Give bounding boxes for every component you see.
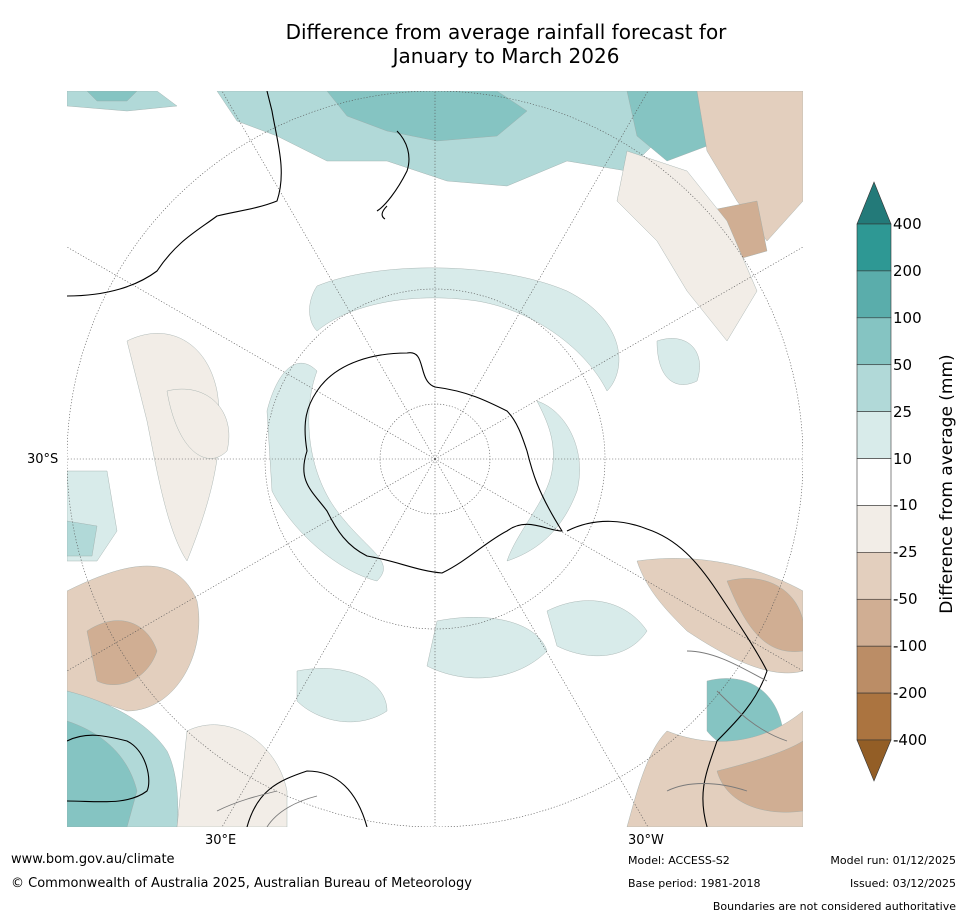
footer-model: Model: ACCESS-S2 xyxy=(628,854,730,867)
footer-model-run: Model run: 01/12/2025 xyxy=(830,854,956,867)
lon-label-30e: 30°E xyxy=(205,833,237,848)
colorbar-tick-label: 10 xyxy=(893,449,913,468)
colorbar-bin xyxy=(856,223,892,272)
colorbar-tick-label: -50 xyxy=(893,590,918,609)
wet-region-mid-atlantic xyxy=(546,600,648,656)
anomaly-shading xyxy=(67,91,803,827)
colorbar-extend-bottom xyxy=(856,739,892,782)
dry-region-brazil-core xyxy=(716,740,803,813)
colorbar-bin xyxy=(856,458,892,506)
graticule xyxy=(67,91,803,827)
title-line-2: January to March 2026 xyxy=(392,44,620,68)
wet-region-ne-pacific xyxy=(626,91,708,162)
rainfall-map xyxy=(67,91,803,827)
country-borders xyxy=(216,650,788,827)
colorbar-bin xyxy=(856,317,892,366)
colorbar-label: Difference from average (mm) xyxy=(937,354,957,614)
colorbar-tick-label: 50 xyxy=(893,355,913,374)
colorbar-tick-label: 25 xyxy=(893,402,913,421)
colorbar-bin xyxy=(856,598,892,647)
wet-region-east-pacific-2 xyxy=(656,338,700,385)
colorbar-tick-label: -200 xyxy=(893,684,928,703)
wet-region-southern-ring xyxy=(309,267,620,392)
colorbar-bin xyxy=(856,645,892,694)
wet-region-southern-ring-2 xyxy=(266,363,384,582)
wet-region-west-indian-core xyxy=(67,520,98,557)
wet-region-tasman-core xyxy=(326,91,528,142)
dry-region-ne-pacific xyxy=(696,91,803,242)
bottom-left-landmass xyxy=(246,770,368,827)
wet-region-top-left-core xyxy=(86,91,138,102)
colorbar-tick-label: 200 xyxy=(893,261,922,280)
antarctica-coast xyxy=(303,352,563,574)
footer-issued: Issued: 03/12/2025 xyxy=(849,877,956,890)
australia-coast xyxy=(67,91,282,297)
dry-region-indian-2 xyxy=(166,388,230,459)
footer-url[interactable]: www.bom.gov.au/climate xyxy=(11,852,175,867)
colorbar-tick-label: -10 xyxy=(893,496,918,515)
dry-region-south-america-core xyxy=(726,578,803,652)
colorbar-bin xyxy=(856,270,892,319)
colorbar-bin xyxy=(856,411,892,459)
dry-region-indian-1 xyxy=(126,333,220,562)
colorbar-bin xyxy=(856,552,892,600)
dry-region-bottom-center xyxy=(176,724,288,827)
new-zealand-coast xyxy=(376,130,410,220)
title-line-1: Difference from average rainfall forecas… xyxy=(285,20,727,44)
colorbar-tick-label: -25 xyxy=(893,543,918,562)
colorbar-tick-label: 400 xyxy=(893,215,922,233)
colorbar-tick-label: -100 xyxy=(893,637,928,656)
coastlines xyxy=(67,91,768,827)
colorbar-extend-top xyxy=(856,181,892,225)
colorbar-tick-label: -400 xyxy=(893,731,928,749)
lon-label-30w: 30°W xyxy=(628,833,664,848)
footer-disclaimer: Boundaries are not considered authoritat… xyxy=(712,900,956,913)
wet-region-south-atlantic xyxy=(426,617,548,679)
southern-africa-coast xyxy=(67,734,150,803)
footer-base-period: Base period: 1981-2018 xyxy=(628,877,761,890)
wet-region-south-indian xyxy=(296,668,388,723)
footer-copyright: © Commonwealth of Australia 2025, Austra… xyxy=(11,876,472,891)
colorbar-bin xyxy=(856,364,892,412)
wet-region-southern-ring-3 xyxy=(506,400,580,562)
colorbar-bin xyxy=(856,505,892,553)
colorbar-tick-label: 100 xyxy=(893,308,922,327)
map-title: Difference from average rainfall forecas… xyxy=(200,20,812,68)
colorbar-bin xyxy=(856,692,892,741)
colorbar-swatches xyxy=(856,181,892,782)
south-america-coast xyxy=(566,520,768,827)
dry-region-east-pacific xyxy=(616,150,758,342)
lat-label-30s: 30°S xyxy=(27,452,59,467)
